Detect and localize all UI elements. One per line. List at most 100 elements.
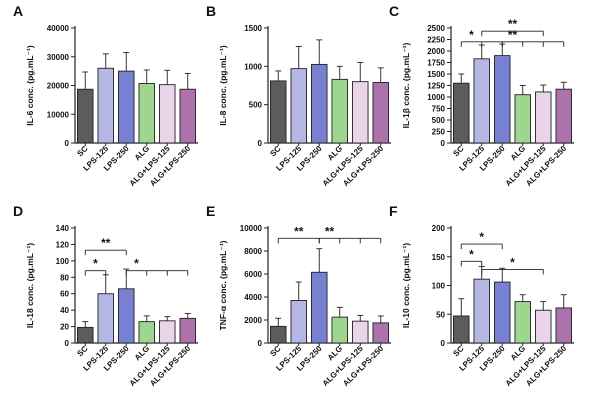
bar-sc: [453, 82, 470, 144]
y-tick-label: 50: [436, 310, 445, 319]
panel-letter: D: [13, 203, 23, 219]
bar-lps-250: [118, 288, 135, 344]
y-tick-label: 80: [60, 273, 69, 282]
category-label: SC: [451, 344, 465, 358]
significance-label: **: [325, 224, 335, 238]
y-tick-label: 1500: [244, 24, 262, 33]
y-tick-label: 200: [432, 224, 446, 233]
bar-lps-125: [290, 300, 307, 344]
panel-letter: A: [13, 3, 23, 19]
y-tick-label: 1250: [427, 82, 445, 91]
panel-f: FIL-10 conc. (pg.mL⁻¹)050100150200SCLPS-…: [389, 203, 574, 388]
panel-letter: E: [206, 203, 215, 219]
bar-sc: [270, 325, 287, 344]
y-tick-label: 0: [65, 339, 70, 348]
significance-label: **: [294, 224, 304, 238]
y-tick-label: 1000: [244, 62, 262, 71]
y-tick-label: 500: [249, 101, 263, 110]
bar-alg: [138, 321, 155, 344]
significance-label: *: [93, 257, 98, 271]
bar-lps-125: [290, 68, 307, 144]
bar-lps-250: [494, 281, 511, 344]
significance-label: *: [469, 28, 474, 42]
bar-alg-plus-lps-125: [352, 320, 369, 344]
y-tick-label: 0: [65, 139, 70, 148]
bar-alg: [514, 301, 531, 344]
bar-lps-250: [311, 271, 328, 344]
y-tick-label: 120: [56, 240, 70, 249]
panel-d: D IL-18 conc. (pg.mL⁻¹) 0 20 40 60 80 100 120 140…: [13, 203, 198, 388]
y-tick-label: 10000: [240, 224, 263, 233]
y-tick-label: 150: [432, 253, 446, 262]
significance-label: *: [510, 255, 515, 269]
bar-alg-plus-lps-125: [159, 320, 176, 344]
y-tick-label: 1000: [427, 93, 445, 102]
y-axis-label: TNF-α conc. (pg.mL⁻¹): [218, 240, 228, 330]
panel-letter: B: [206, 3, 216, 19]
panel-e: E TNF-α conc. (pg.mL⁻¹) 0 2000 4000 6000 8000 1…: [206, 203, 391, 388]
y-tick-label: 4000: [244, 293, 262, 302]
panel-c: C IL-1β conc. (pg.mL⁻¹) 0 250 500 750 1000 1250…: [389, 3, 574, 188]
category-label: SC: [268, 144, 282, 158]
bar-alg: [331, 78, 348, 144]
y-tick-label: 20000: [47, 82, 70, 91]
y-tick-label: 100: [56, 257, 70, 266]
bar-alg-plus-lps-125: [535, 91, 552, 144]
y-tick-label: 140: [56, 224, 70, 233]
y-tick-label: 40: [60, 306, 69, 315]
y-tick-label: 20: [60, 323, 69, 332]
significance-label: *: [134, 257, 139, 271]
y-tick-label: 2500: [427, 24, 445, 33]
bar-sc: [77, 88, 94, 144]
bar-alg: [331, 316, 348, 344]
panel-a: A IL-6 conc. (pg.mL⁻¹) 0 10000 20000 30000 400…: [13, 3, 198, 188]
y-axis-label: IL-10 conc. (pg.mL⁻¹): [401, 243, 411, 328]
y-tick-label: 8000: [244, 247, 262, 256]
y-tick-label: 2000: [427, 47, 445, 56]
y-tick-label: 1750: [427, 59, 445, 68]
significance-label: *: [479, 230, 484, 244]
significance-label: **: [508, 28, 518, 42]
bar-alg: [514, 94, 531, 144]
y-axis-label: IL-6 conc. (pg.mL⁻¹): [25, 45, 35, 126]
y-tick-label: 0: [441, 339, 446, 348]
y-tick-label: 1500: [427, 70, 445, 79]
y-tick-label: 0: [441, 139, 446, 148]
category-label: SC: [75, 344, 89, 358]
y-tick-label: 6000: [244, 270, 262, 279]
y-tick-label: 100: [432, 282, 446, 291]
y-tick-label: 0: [258, 339, 263, 348]
bar-lps-250: [494, 55, 511, 144]
significance-label: *: [469, 247, 474, 261]
bar-lps-125: [473, 58, 490, 144]
panel-letter: F: [389, 203, 398, 219]
bar-lps-250: [311, 63, 328, 144]
bar-alg-plus-lps-125: [159, 84, 176, 144]
bar-alg-plus-lps-250: [555, 307, 572, 344]
y-tick-label: 60: [60, 290, 69, 299]
bar-alg-plus-lps-250: [179, 88, 196, 144]
y-tick-label: 2000: [244, 316, 262, 325]
panel-letter: C: [389, 3, 399, 19]
category-label: SC: [268, 344, 282, 358]
bar-alg-plus-lps-125: [535, 309, 552, 344]
bar-alg-plus-lps-250: [179, 317, 196, 344]
bar-alg-plus-lps-125: [352, 81, 369, 144]
bar-sc: [77, 326, 94, 344]
y-tick-label: 40000: [47, 24, 70, 33]
bar-lps-125: [473, 278, 490, 344]
bar-lps-250: [118, 70, 135, 144]
bar-sc: [453, 315, 470, 344]
significance-label: **: [508, 17, 518, 31]
y-tick-label: 30000: [47, 53, 70, 62]
bar-alg-plus-lps-250: [555, 88, 572, 144]
bar-lps-125: [97, 67, 114, 144]
y-tick-label: 2250: [427, 36, 445, 45]
bar-sc: [270, 80, 287, 144]
bar-lps-125: [97, 293, 114, 344]
bar-alg-plus-lps-250: [372, 81, 389, 144]
y-axis-label: IL-8 conc. (pg.mL⁻¹): [218, 45, 228, 126]
y-tick-label: 750: [432, 105, 446, 114]
